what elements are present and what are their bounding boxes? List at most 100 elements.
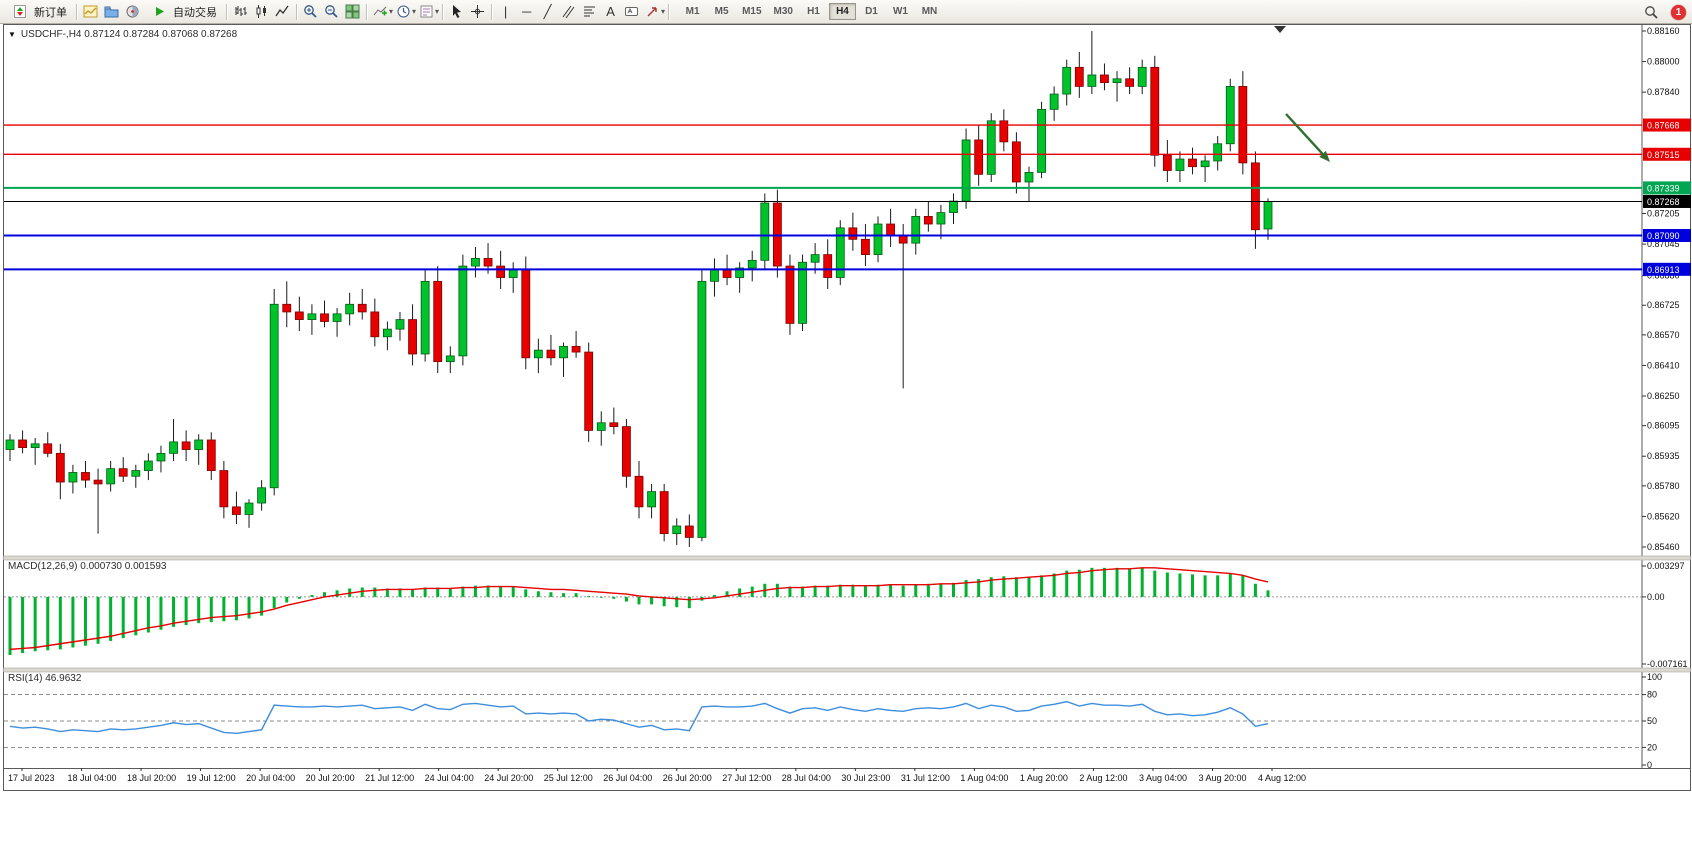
time-axis-label: 30 Jul 23:00 (841, 773, 890, 783)
candle (835, 227, 845, 278)
candle (244, 502, 254, 515)
macd-histogram-bar (775, 583, 779, 597)
timeframe-m30[interactable]: M30 (773, 6, 793, 17)
market-watch-icon[interactable] (122, 2, 143, 22)
annotation-arrow-line[interactable] (1285, 113, 1324, 155)
candle (898, 235, 908, 244)
profiles-icon[interactable] (101, 2, 122, 22)
macd-histogram-bar (612, 596, 616, 599)
arrows-tool-icon[interactable] (642, 2, 663, 22)
horizontal-line-tool-icon[interactable]: ─ (521, 4, 532, 19)
candlestick-type-icon[interactable] (251, 2, 272, 22)
price-label-box (1643, 262, 1691, 276)
price-axis-label: 0.87840 (1647, 87, 1680, 97)
chart-shift-marker[interactable] (1274, 26, 1286, 33)
timeframe-m15[interactable]: M15 (742, 6, 762, 17)
candle (747, 259, 757, 269)
arrows-dropdown-caret[interactable]: ▾ (661, 7, 666, 16)
candle (1150, 66, 1160, 156)
line-chart-type-icon[interactable] (272, 2, 293, 22)
candle (219, 470, 229, 508)
candle (735, 267, 745, 278)
rsi-axis-label: 0 (1647, 760, 1652, 770)
tile-windows-icon[interactable] (342, 2, 363, 22)
new-chart-icon[interactable] (80, 2, 101, 22)
macd-histogram-bar (8, 596, 12, 655)
search-icon[interactable] (1641, 2, 1662, 22)
timeframe-d1[interactable]: D1 (865, 6, 878, 17)
one-click-collapse-arrow-icon[interactable]: ▼ (8, 30, 16, 39)
text-tool-icon[interactable]: A (606, 4, 615, 19)
zoom-out-icon[interactable] (321, 2, 342, 22)
separator (76, 3, 77, 20)
timeframe-m5[interactable]: M5 (714, 6, 729, 17)
templates-dropdown-caret[interactable]: ▾ (435, 7, 440, 16)
candle (433, 280, 443, 363)
annotation-arrow-head[interactable] (1319, 150, 1330, 162)
macd-histogram-bar (511, 586, 515, 597)
text-label-tool-icon[interactable] (621, 2, 642, 22)
timeframe-h4[interactable]: H4 (828, 3, 856, 20)
notification-badge[interactable]: 1 (1671, 4, 1686, 20)
bar-chart-type-icon[interactable] (230, 2, 251, 22)
macd-histogram-bar (297, 596, 301, 599)
equidistant-channel-tool-icon[interactable] (558, 2, 579, 22)
candle (1213, 143, 1223, 162)
candle (68, 472, 78, 483)
price-label-text: 0.87268 (1647, 197, 1680, 207)
timeframe-mn[interactable]: MN (921, 6, 938, 17)
timeframe-w1[interactable]: W1 (892, 6, 908, 17)
macd-histogram-bar (222, 596, 226, 622)
indicators-icon[interactable] (370, 2, 391, 22)
candle (974, 139, 984, 175)
price-macd-splitter[interactable] (3, 555, 1691, 561)
macd-histogram-bar (159, 596, 163, 630)
indicators-dropdown-caret[interactable]: ▾ (389, 7, 394, 16)
time-axis-label: 31 Jul 12:00 (901, 773, 950, 783)
zoom-in-icon[interactable] (300, 2, 321, 22)
trendline-tool-icon[interactable]: ╱ (543, 4, 552, 19)
candle (1074, 66, 1084, 87)
macd-histogram-bar (876, 584, 880, 597)
time-axis-label: 25 Jul 12:00 (544, 773, 593, 783)
macd-histogram-bar (1077, 569, 1081, 597)
macd-histogram-bar (1253, 583, 1257, 597)
macd-histogram-bar (725, 591, 729, 597)
macd-histogram-bar (1241, 575, 1245, 597)
candle (1200, 160, 1210, 168)
cursor-icon[interactable] (446, 2, 467, 22)
macd-histogram-bar (83, 596, 87, 646)
macd-histogram-bar (134, 596, 138, 636)
timeframe-h1[interactable]: H1 (807, 6, 820, 17)
macd-histogram-bar (788, 586, 792, 597)
time-axis-label: 24 Jul 04:00 (425, 773, 474, 783)
candle (672, 525, 682, 535)
macd-histogram-bar (977, 579, 981, 597)
templates-icon[interactable] (416, 2, 437, 22)
price-axis-label: 0.87045 (1647, 239, 1680, 249)
macd-histogram-bar (71, 596, 75, 648)
timeframe-m1[interactable]: M1 (685, 6, 700, 17)
price-axis-label: 0.88000 (1647, 57, 1680, 67)
macd-histogram-bar (272, 596, 276, 609)
vertical-line-tool-icon[interactable]: | (503, 4, 508, 19)
candle (1188, 158, 1197, 168)
price-axis-label: 0.88160 (1647, 26, 1680, 36)
candle (546, 349, 556, 359)
auto-trading-play-icon (149, 2, 170, 22)
candle (647, 491, 656, 508)
crosshair-icon[interactable] (467, 2, 488, 22)
macd-histogram-bar (360, 587, 364, 597)
periods-clock-icon[interactable] (393, 2, 414, 22)
macd-histogram-bar (247, 596, 251, 619)
new-order-button[interactable]: 新订单 (4, 2, 73, 22)
macd-rsi-splitter[interactable] (3, 667, 1691, 673)
candle (55, 452, 65, 483)
macd-histogram-bar (901, 585, 905, 597)
price-axis-label: 0.85780 (1647, 481, 1680, 491)
price-axis-label: 0.86410 (1647, 360, 1680, 370)
periods-dropdown-caret[interactable]: ▾ (412, 7, 417, 16)
fibonacci-tool-icon[interactable] (579, 2, 600, 22)
auto-trading-button[interactable]: 自动交易 (143, 2, 223, 22)
